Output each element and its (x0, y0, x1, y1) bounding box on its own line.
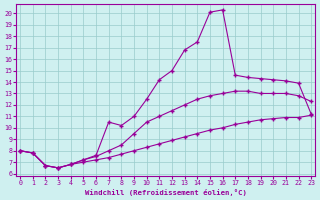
X-axis label: Windchill (Refroidissement éolien,°C): Windchill (Refroidissement éolien,°C) (85, 189, 247, 196)
